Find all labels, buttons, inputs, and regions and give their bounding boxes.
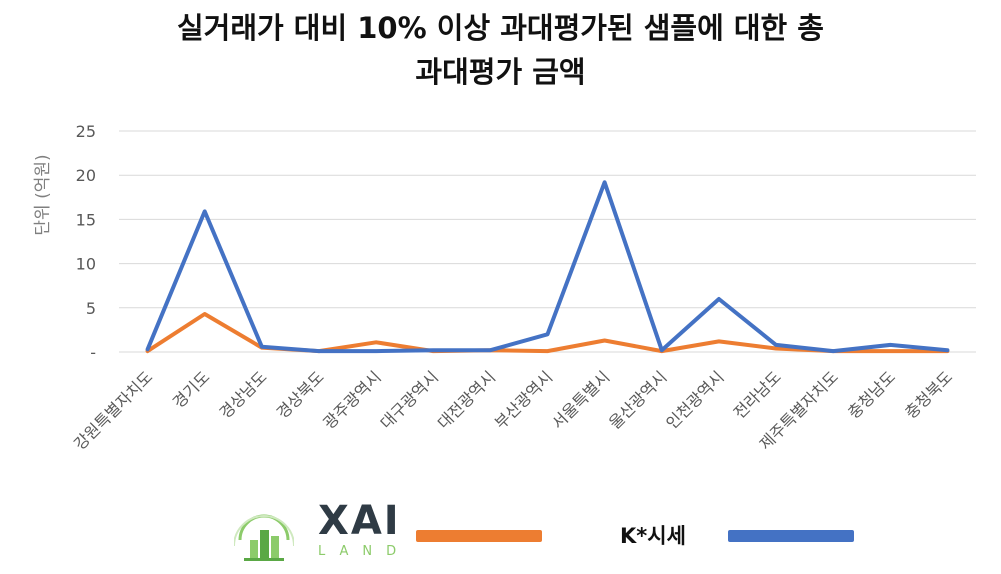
series-lines xyxy=(145,180,950,354)
x-tick-label: 부산광역시 xyxy=(491,367,556,432)
x-tick-label: 광주광역시 xyxy=(319,367,384,432)
series-line-2 xyxy=(145,180,950,354)
y-tick-label: 20 xyxy=(76,166,96,185)
x-tick-label: 경상북도 xyxy=(273,367,328,422)
y-tick-label: 10 xyxy=(76,255,96,274)
x-tick-label: 경상남도 xyxy=(216,367,271,422)
y-tick-label: 25 xyxy=(76,122,96,141)
legend-swatch-series-2 xyxy=(728,530,854,542)
legend-logo-text: XAI xyxy=(318,498,401,544)
chart-title: 실거래가 대비 10% 이상 과대평가된 샘플에 대한 총 과대평가 금액 xyxy=(0,6,1001,94)
y-tick-label: 15 xyxy=(76,210,96,229)
x-tick-label: 충청남도 xyxy=(844,367,899,422)
x-tick-label: 강원특별자치도 xyxy=(70,367,156,453)
legend-label-series-2: K*시세 xyxy=(620,524,686,548)
y-axis-label: 단위 (억원) xyxy=(33,154,53,235)
legend-swatch-series-1 xyxy=(416,530,542,542)
y-tick-label: - xyxy=(90,343,96,362)
x-tick-label: 전라남도 xyxy=(730,367,785,422)
gridlines xyxy=(119,130,976,353)
x-tick-label: 대전광역시 xyxy=(434,367,499,432)
chart-title-line-1: 실거래가 대비 10% 이상 과대평가된 샘플에 대한 총 xyxy=(176,11,824,45)
x-tick-label: 경기도 xyxy=(169,367,214,412)
x-tick-label: 대구광역시 xyxy=(377,367,442,432)
y-tick-label: 5 xyxy=(86,299,96,318)
x-tick-labels: 강원특별자치도 경기도 경상남도 경상북도광주광역시대구광역시대전광역시부산광역시서울… xyxy=(70,367,956,453)
x-tick-label: 서울특별시 xyxy=(548,367,613,432)
x-tick-label: 충청북도 xyxy=(901,367,956,422)
y-tick-labels: - 5 10 15 20 25 xyxy=(76,122,96,362)
x-tick-label: 울산광역시 xyxy=(605,367,670,432)
chart-title-line-2: 과대평가 금액 xyxy=(415,55,586,89)
xai-land-logo-icon xyxy=(234,514,294,561)
x-tick-label: 인천광역시 xyxy=(662,367,727,432)
legend-logo-subtext: LAND xyxy=(318,544,411,559)
